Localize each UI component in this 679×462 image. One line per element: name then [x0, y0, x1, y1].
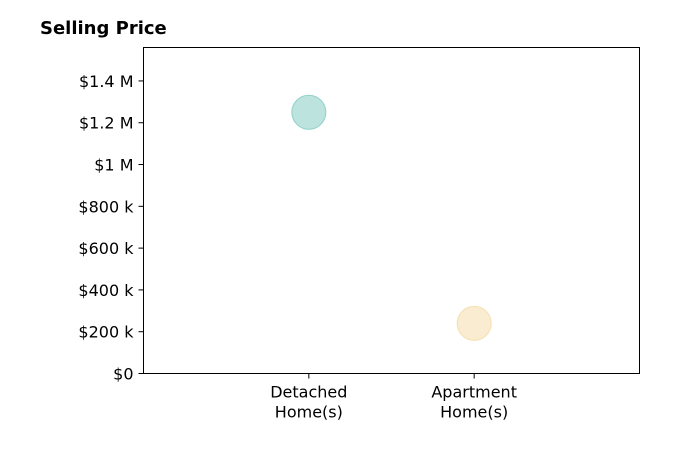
plot-area: $0 $200 k $400 k $600 k $800 k $1 M $1.2 M $1.4… — [78, 47, 640, 422]
x-tick-label: Detached Home(s) — [270, 383, 347, 422]
plot-frame — [143, 47, 640, 374]
x-tick-label-line: Home(s) — [440, 403, 508, 422]
y-axis: $0 $200 k $400 k $600 k $800 k $1 M $1.2 M $1.4… — [78, 72, 144, 384]
x-tick-label-line: Apartment — [431, 383, 517, 402]
y-tick-label: $0 — [113, 365, 133, 384]
y-tick-label: $1.4 M — [79, 72, 134, 91]
y-tick-label: $1.2 M — [79, 114, 134, 133]
x-axis: Detached Home(s)Apartment Home(s) — [270, 373, 517, 422]
chart-title: Selling Price — [40, 18, 167, 39]
x-tick-label-line: Home(s) — [275, 403, 343, 422]
x-tick-label: Apartment Home(s) — [431, 383, 517, 422]
data-points — [291, 94, 492, 341]
data-point — [291, 94, 327, 130]
y-tick-label: $400 k — [78, 281, 134, 300]
y-tick-label: $600 k — [78, 239, 134, 258]
data-point — [456, 305, 492, 341]
y-tick-label: $1 M — [94, 156, 133, 175]
x-tick-label-line: Detached — [270, 383, 347, 402]
y-tick-label: $800 k — [78, 197, 134, 216]
y-tick-label: $200 k — [78, 323, 134, 342]
